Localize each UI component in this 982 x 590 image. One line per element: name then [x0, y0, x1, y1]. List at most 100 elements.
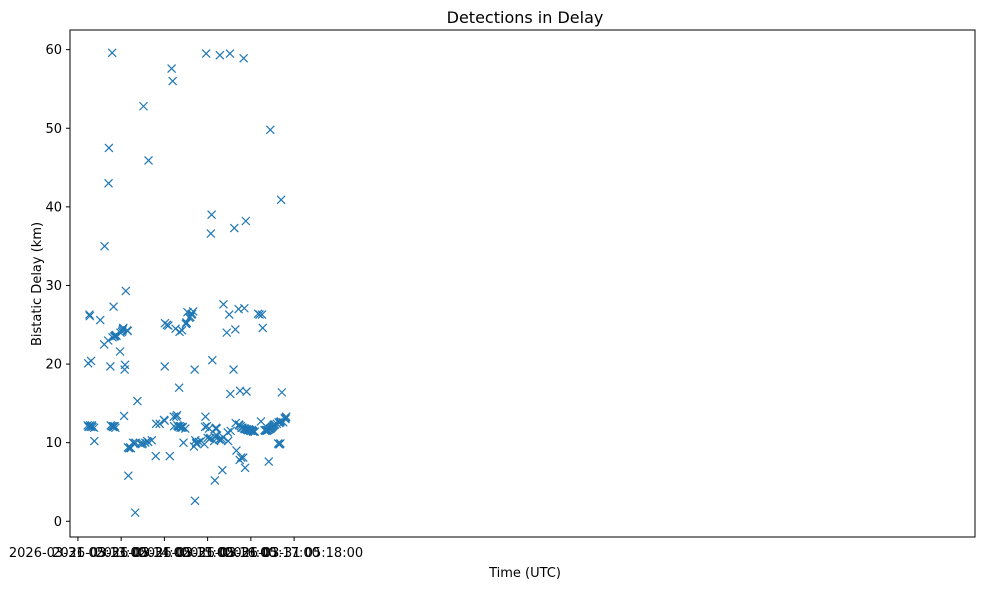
data-point [118, 323, 128, 333]
x-tick-label: 2026-03-31 05:16:00 [139, 546, 277, 561]
data-point [171, 412, 181, 422]
data-point [85, 311, 95, 321]
data-point [212, 424, 222, 433]
data-point [250, 427, 260, 437]
data-point [206, 229, 216, 239]
data-point [121, 286, 131, 296]
data-point [281, 412, 291, 422]
data-point [175, 327, 184, 337]
data-point [217, 465, 227, 475]
data-point [85, 310, 94, 319]
data-point [95, 315, 105, 325]
data-point [194, 437, 204, 447]
y-tick-label: 30 [45, 279, 62, 294]
data-point [182, 318, 192, 328]
x-tick-label: 2026-03-31 05:17:00 [182, 546, 320, 561]
data-point [109, 302, 119, 312]
data-point [275, 439, 285, 448]
data-point [248, 427, 258, 437]
y-tick-label: 0 [54, 515, 62, 530]
data-point [236, 453, 246, 463]
data-point [138, 439, 148, 448]
data-point [225, 389, 235, 399]
data-point [100, 241, 110, 251]
data-point [201, 49, 211, 59]
data-point [265, 125, 275, 135]
data-point [204, 424, 214, 433]
y-tick-label: 60 [45, 43, 62, 58]
data-point [120, 360, 130, 370]
y-axis-label: Bistatic Delay (km) [30, 222, 45, 346]
data-point [89, 436, 99, 446]
data-point [163, 321, 173, 330]
x-tick-label: 2026-03-31 05:15:00 [95, 546, 233, 561]
data-point [277, 387, 287, 397]
data-point [107, 48, 117, 58]
data-point [123, 471, 133, 481]
y-tick-label: 50 [45, 122, 62, 137]
data-point [178, 422, 188, 432]
data-point [210, 431, 219, 441]
data-point [239, 53, 249, 63]
data-point [239, 303, 249, 313]
data-point [238, 453, 248, 463]
data-point [105, 362, 115, 371]
y-tick-label: 40 [45, 200, 62, 215]
x-axis-label: Time (UTC) [488, 566, 561, 581]
y-axis-ticks: 0 10 20 30 40 50 60 [45, 43, 70, 530]
data-point [222, 328, 232, 338]
chart-title: Detections in Delay [447, 8, 604, 27]
data-point [240, 463, 250, 473]
data-point [256, 417, 266, 426]
x-tick-label: 2026-03-31 05:13:00 [9, 546, 147, 561]
data-point [151, 451, 161, 461]
data-point [242, 387, 251, 397]
data-point [225, 49, 235, 59]
data-point [160, 416, 170, 426]
data-point [203, 433, 213, 443]
data-point [264, 457, 274, 466]
data-point [160, 362, 170, 371]
data-point [229, 365, 238, 374]
plot-area-frame [69, 29, 976, 538]
data-point [210, 475, 220, 485]
y-tick-label: 20 [45, 358, 62, 373]
data-point [132, 396, 142, 406]
data-point [257, 310, 267, 319]
data-point [214, 435, 224, 444]
data-point [255, 310, 264, 319]
data-point [241, 216, 251, 226]
data-point [258, 323, 268, 333]
x-tick-label: 2026-03-31 05:14:00 [52, 546, 190, 561]
data-point [230, 325, 240, 334]
data-point [89, 423, 99, 433]
data-point [177, 325, 187, 335]
data-point [110, 421, 120, 431]
data-point [229, 223, 239, 233]
data-point [215, 50, 225, 60]
data-point [226, 426, 236, 436]
data-point [201, 412, 210, 422]
data-point [232, 446, 241, 455]
data-point [207, 210, 217, 220]
data-point [192, 438, 201, 448]
data-point [165, 451, 175, 461]
data-point [174, 383, 184, 393]
data-point [123, 326, 133, 336]
data-point [103, 336, 113, 345]
data-point [281, 414, 290, 424]
data-point [167, 64, 177, 73]
data-point [219, 299, 228, 309]
data-point [276, 195, 286, 205]
data-point [147, 435, 157, 445]
data-point [110, 423, 120, 433]
data-point [207, 355, 217, 365]
y-tick-label: 10 [45, 436, 62, 451]
data-point [86, 356, 96, 366]
data-point [223, 428, 233, 437]
data-point [104, 178, 113, 188]
data-point [139, 101, 148, 111]
data-point [223, 436, 233, 446]
